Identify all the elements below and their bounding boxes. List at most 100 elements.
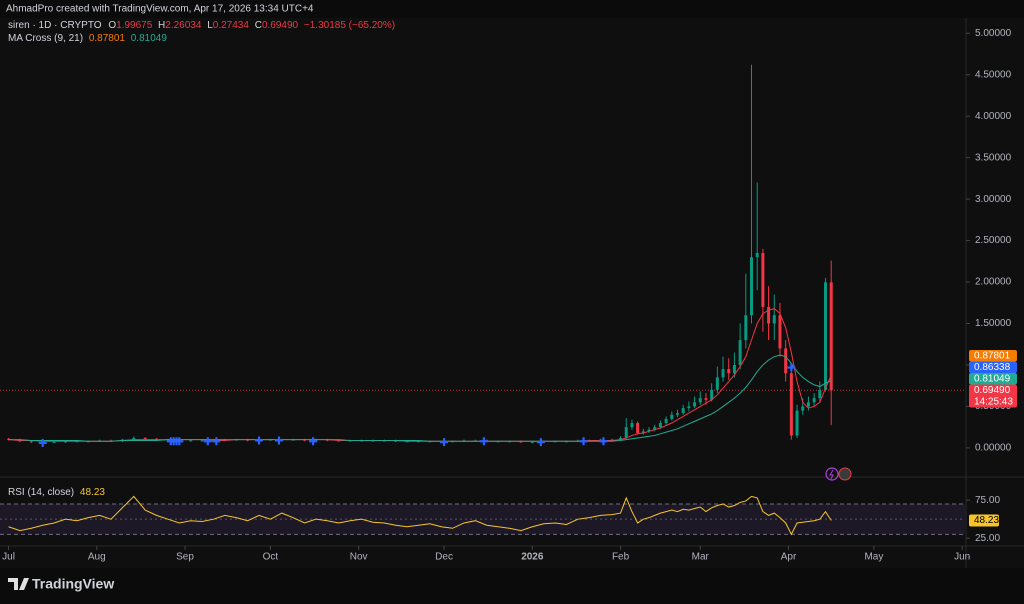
rsi-value: 48.23 bbox=[80, 487, 105, 498]
candle-body bbox=[670, 414, 674, 419]
candle-body bbox=[795, 410, 799, 436]
cross-signal bbox=[536, 438, 545, 447]
candle-body bbox=[824, 282, 828, 390]
event-icon-bolt bbox=[829, 469, 834, 480]
candle-body bbox=[818, 389, 822, 399]
price-tag bbox=[969, 384, 1017, 408]
indicator-legend: MA Cross (9, 21) 0.87801 0.81049 bbox=[8, 33, 167, 44]
candle-body bbox=[750, 257, 754, 316]
y-tick-label: 4.50000 bbox=[975, 69, 1012, 80]
cross-signal bbox=[212, 437, 221, 446]
ohlc-value: 2.26034 bbox=[165, 20, 202, 31]
candle-body bbox=[658, 423, 662, 428]
candle-body bbox=[772, 315, 776, 324]
x-tick-label: Mar bbox=[692, 552, 710, 563]
candle-body bbox=[143, 437, 147, 439]
candle-body bbox=[704, 398, 708, 400]
chart-background bbox=[0, 18, 1024, 568]
candle-body bbox=[727, 369, 731, 374]
x-tick-label: Nov bbox=[350, 552, 368, 563]
candle-body bbox=[641, 431, 645, 433]
x-tick-label: May bbox=[864, 552, 883, 563]
x-tick-label: Oct bbox=[263, 552, 279, 563]
y-tick-label: 1.50000 bbox=[975, 318, 1012, 329]
x-tick-label: Apr bbox=[781, 552, 797, 563]
candle-body bbox=[755, 253, 759, 258]
price-tag bbox=[969, 350, 1017, 362]
rsi-line bbox=[8, 495, 832, 536]
rsi-tag-label: 48.23 bbox=[974, 515, 999, 526]
candle-body bbox=[801, 406, 805, 411]
y-tick-label: 3.00000 bbox=[975, 194, 1012, 205]
event-flag[interactable] bbox=[838, 467, 852, 481]
x-tick-label: Aug bbox=[88, 552, 106, 563]
candle-body bbox=[52, 442, 56, 444]
price-tag bbox=[969, 373, 1017, 385]
candle-body bbox=[132, 437, 136, 440]
rsi-legend: RSI (14, close) 48.23 bbox=[8, 487, 105, 498]
ohlc-label: L bbox=[207, 20, 213, 31]
candle-body bbox=[698, 398, 702, 403]
candle-body bbox=[806, 402, 810, 407]
candle-body bbox=[7, 438, 11, 440]
candle-body bbox=[812, 398, 816, 403]
ohlc-label: O bbox=[108, 20, 116, 31]
candle-body bbox=[653, 427, 657, 430]
moving-average-line bbox=[8, 354, 832, 442]
candle-body bbox=[189, 440, 193, 442]
candle-body bbox=[636, 423, 640, 433]
candle-body bbox=[675, 413, 679, 415]
x-tick-label: Feb bbox=[612, 552, 630, 563]
candle-body bbox=[664, 418, 668, 424]
price-tag bbox=[969, 361, 1017, 374]
rsi-tag bbox=[969, 514, 999, 527]
x-tick-label: Dec bbox=[435, 552, 453, 563]
candle-body bbox=[693, 402, 697, 407]
candle-body bbox=[200, 440, 204, 442]
candle-body bbox=[624, 427, 628, 438]
x-tick-label: 2026 bbox=[521, 552, 544, 563]
countdown: 14:25:43 bbox=[974, 396, 1013, 407]
candle-body bbox=[784, 348, 788, 374]
indicator-name: MA Cross (9, 21) bbox=[8, 33, 83, 44]
attribution: AhmadPro created with TradingView.com, A… bbox=[6, 4, 314, 15]
candle-body bbox=[530, 442, 534, 444]
candle-body bbox=[767, 306, 771, 324]
ohlc-value: 0.69490 bbox=[262, 20, 299, 31]
symbol: siren · 1D · CRYPTO bbox=[8, 20, 102, 31]
y-tick-label: 0.00000 bbox=[975, 443, 1012, 454]
candle-body bbox=[710, 389, 714, 400]
candle-body bbox=[744, 315, 748, 341]
candle-body bbox=[619, 437, 623, 440]
candle-body bbox=[687, 406, 691, 409]
symbol-legend: siren · 1D · CRYPTO O1.99675 H2.26034 L 0… bbox=[8, 20, 395, 31]
candle-body bbox=[630, 423, 634, 428]
candle-body bbox=[732, 364, 736, 374]
price-tag-label: 0.87801 bbox=[974, 350, 1011, 361]
candle-body bbox=[29, 441, 33, 443]
cross-signal bbox=[787, 363, 796, 372]
price-pane: 0.000000.500001.000001.500002.000002.500… bbox=[0, 28, 1017, 563]
ohlc-value: 1.99675 bbox=[116, 20, 153, 31]
brand-name: TradingView bbox=[32, 576, 114, 592]
candle-body bbox=[647, 429, 651, 432]
cross-signal bbox=[274, 436, 283, 445]
rsi-name: RSI (14, close) bbox=[8, 487, 74, 498]
change: −1.30185 (−65.20%) bbox=[304, 20, 395, 31]
rsi-pane: 25.00 75.00 48.23 bbox=[0, 495, 1000, 544]
candle-body bbox=[829, 282, 833, 391]
x-tick-label: Sep bbox=[176, 552, 194, 563]
event-icon[interactable] bbox=[825, 467, 839, 481]
price-tag-label: 0.86338 bbox=[974, 362, 1011, 373]
ohlc-label: H bbox=[158, 20, 165, 31]
cross-signal bbox=[255, 436, 264, 445]
y-tick-label: 3.50000 bbox=[975, 152, 1012, 163]
y-tick-label: 2.00000 bbox=[975, 277, 1012, 288]
x-tick-label: Jul bbox=[2, 552, 15, 563]
x-tick-label: Jun bbox=[954, 552, 970, 563]
candle-body bbox=[721, 369, 725, 378]
y-tick-label: 5.00000 bbox=[975, 28, 1012, 39]
y-tick-label: 25.00 bbox=[975, 533, 1000, 544]
cross-signal bbox=[38, 438, 47, 447]
